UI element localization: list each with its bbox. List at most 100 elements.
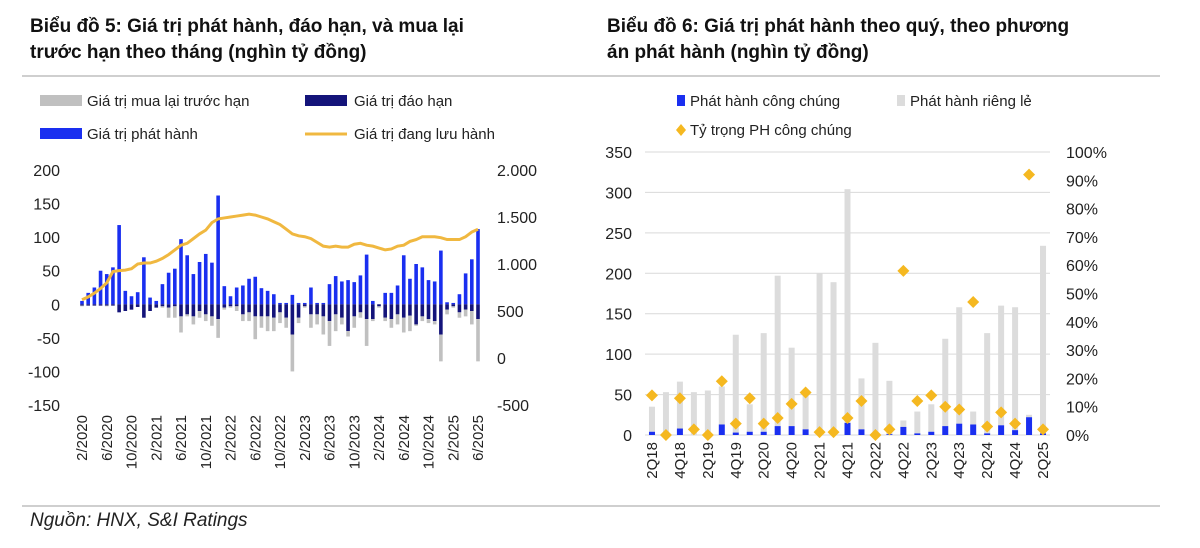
issuance-bar bbox=[315, 302, 319, 305]
public-ratio-marker bbox=[967, 295, 980, 308]
issuance-bar bbox=[389, 292, 394, 305]
maturity-bar bbox=[129, 304, 134, 310]
y2-tick-label: 1.000 bbox=[497, 257, 537, 274]
public-issuance-bar bbox=[956, 423, 963, 435]
maturity-bar bbox=[414, 304, 418, 325]
y2-tick-label: 500 bbox=[497, 304, 524, 321]
buyback-bar bbox=[278, 312, 282, 324]
issuance-bar bbox=[197, 261, 202, 305]
buyback-bar bbox=[296, 317, 301, 324]
public-issuance-bar bbox=[1012, 430, 1019, 435]
buyback-bar bbox=[346, 331, 350, 337]
maturity-bar bbox=[445, 304, 449, 310]
issuance-bar bbox=[371, 300, 375, 305]
buyback-bar bbox=[272, 317, 276, 332]
x-tick-label: 2Q18 bbox=[644, 442, 661, 479]
maturity-bar bbox=[476, 304, 480, 320]
x-tick-label: 2/2024 bbox=[371, 415, 388, 461]
buyback-bar bbox=[340, 317, 344, 325]
public-ratio-marker bbox=[659, 429, 672, 441]
private-issuance-bar bbox=[970, 411, 977, 425]
y-tick-label: 350 bbox=[605, 145, 632, 162]
private-issuance-bar bbox=[830, 282, 837, 435]
issuance-bar bbox=[86, 292, 90, 305]
issuance-bar bbox=[346, 280, 350, 305]
buyback-bar bbox=[445, 309, 449, 315]
issuance-bar bbox=[426, 280, 431, 305]
maturity-bar bbox=[241, 304, 245, 315]
issuance-bar bbox=[216, 195, 220, 305]
buyback-bar bbox=[451, 306, 456, 308]
private-issuance-bar bbox=[900, 420, 907, 427]
public-ratio-marker bbox=[743, 392, 756, 405]
maturity-bar bbox=[111, 304, 115, 306]
maturity-bar bbox=[309, 304, 313, 315]
maturity-bar bbox=[426, 304, 431, 320]
x-tick-label: 2Q20 bbox=[756, 442, 773, 479]
public-issuance-bar bbox=[760, 431, 767, 435]
maturity-bar bbox=[203, 304, 208, 315]
buyback-bar bbox=[259, 316, 264, 328]
right-chart: 350 300 250 200 150 100 50 0 100% 90% 80% 70% 60% 50%… bbox=[605, 145, 1107, 479]
buyback-bar bbox=[358, 312, 363, 318]
public-ratio-marker bbox=[925, 389, 938, 402]
maturity-bar bbox=[284, 304, 288, 318]
buyback-bar bbox=[290, 334, 295, 372]
public-ratio-marker bbox=[827, 426, 840, 439]
public-issuance-bar bbox=[732, 432, 739, 435]
y2-tick-label: 80% bbox=[1066, 202, 1098, 219]
private-issuance-bar bbox=[662, 392, 669, 435]
y-tick-label: 100 bbox=[33, 230, 60, 247]
issuance-bar bbox=[284, 302, 288, 305]
private-issuance-bar bbox=[746, 404, 753, 432]
maturity-bar bbox=[463, 304, 468, 310]
buyback-bar bbox=[352, 316, 357, 328]
buyback-bar bbox=[371, 319, 375, 322]
public-ratio-marker bbox=[1023, 168, 1036, 181]
left-legend: Giá trị mua lại trước hạn Giá trị đáo hạ… bbox=[40, 93, 495, 143]
public-ratio-marker bbox=[911, 395, 924, 408]
buyback-bar bbox=[364, 319, 369, 346]
issuance-bar bbox=[439, 250, 443, 305]
x-tick-label: 4Q24 bbox=[1007, 442, 1024, 479]
public-ratio-marker bbox=[869, 429, 882, 441]
public-ratio-marker bbox=[785, 397, 798, 410]
issuance-bar bbox=[234, 287, 239, 305]
x-tick-label: 4Q18 bbox=[672, 442, 689, 479]
buyback-bar bbox=[166, 307, 171, 318]
public-ratio-marker bbox=[883, 423, 896, 436]
maturity-bar bbox=[228, 304, 233, 307]
issuance-bar bbox=[358, 275, 363, 305]
maturity-bar bbox=[86, 304, 90, 306]
public-ratio-marker bbox=[701, 429, 714, 441]
public-ratio-marker bbox=[799, 386, 812, 399]
buyback-bar bbox=[173, 306, 177, 318]
public-issuance-bar bbox=[844, 422, 851, 435]
issuance-bar bbox=[191, 274, 196, 305]
public-ratio-marker bbox=[813, 426, 826, 439]
buyback-bar bbox=[241, 314, 245, 322]
buyback-bar bbox=[327, 321, 332, 346]
legend-swatch-buyback bbox=[40, 95, 82, 106]
maturity-bar bbox=[104, 304, 109, 306]
issuance-bar bbox=[80, 300, 84, 305]
public-ratio-marker bbox=[715, 375, 728, 388]
x-tick-label: 4Q23 bbox=[951, 442, 968, 479]
x-tick-label: 10/2020 bbox=[124, 415, 141, 469]
issuance-bar bbox=[476, 229, 480, 305]
buyback-bar bbox=[383, 317, 387, 322]
x-tick-label: 6/2023 bbox=[322, 415, 339, 461]
maturity-bar bbox=[439, 304, 443, 335]
maturity-bar bbox=[278, 304, 282, 313]
public-issuance-bar bbox=[928, 431, 935, 435]
y-tick-label: 300 bbox=[605, 185, 632, 202]
private-issuance-bar bbox=[914, 411, 921, 434]
maturity-bar bbox=[117, 304, 121, 313]
private-issuance-bar bbox=[984, 333, 991, 434]
buyback-bar bbox=[302, 306, 307, 308]
public-issuance-bar bbox=[676, 428, 683, 435]
issuance-bar bbox=[333, 276, 338, 305]
y-tick-label: 150 bbox=[605, 307, 632, 324]
issuance-bar bbox=[290, 294, 295, 305]
private-issuance-bar bbox=[844, 189, 851, 423]
